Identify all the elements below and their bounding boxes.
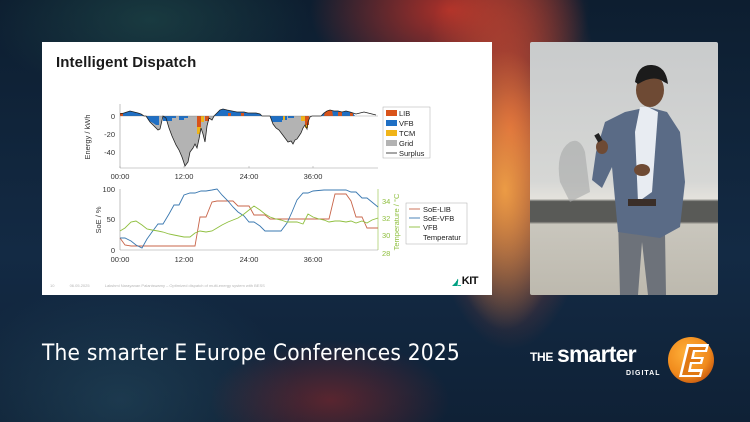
slide-page-number: 10 [50, 283, 55, 288]
energy-chart: 0 -20 -40 Energy / kWh 00:00 12:00 24:00… [83, 104, 431, 181]
svg-text:-20: -20 [104, 130, 115, 139]
svg-text:LIB: LIB [399, 109, 410, 118]
svg-text:TCM: TCM [399, 129, 415, 138]
svg-text:Energy / kWh: Energy / kWh [83, 114, 92, 159]
charts-canvas: 0 -20 -40 Energy / kWh 00:00 12:00 24:00… [83, 104, 468, 264]
soe-chart: 100 50 0 SoE / % 34 32 30 28 Temperature… [94, 185, 468, 264]
kit-logo-text: KIT [461, 275, 479, 287]
svg-text:Temperature / °C: Temperature / °C [392, 193, 401, 250]
svg-text:100: 100 [102, 185, 115, 194]
slide-date: 06.05.2025 [69, 283, 90, 288]
svg-text:34: 34 [382, 197, 390, 206]
smarter-e-icon [668, 337, 714, 383]
brand-digital-text: DIGITAL [626, 370, 661, 377]
slide-title: Intelligent Dispatch [56, 54, 197, 71]
soe-legend: SoE-LIB SoE-VFB VFB Temperatur [405, 202, 468, 245]
svg-text:12:00: 12:00 [175, 172, 194, 181]
svg-text:50: 50 [107, 215, 115, 224]
slide-presenter-topic: Lakshmi Narayanan Palaniswamy – Optimize… [104, 283, 265, 288]
brand-the-text: THE [530, 350, 554, 364]
svg-text:VFB: VFB [423, 223, 438, 232]
svg-text:00:00: 00:00 [111, 255, 130, 264]
brand-smarter-text: smarter [557, 341, 637, 367]
presentation-slide: Intelligent Dispatch [42, 42, 492, 295]
presenter-figure [558, 64, 685, 295]
svg-text:VFB: VFB [399, 119, 414, 128]
kit-logo-icon [451, 278, 461, 286]
svg-text:SoE / %: SoE / % [94, 206, 103, 233]
svg-text:Grid: Grid [399, 139, 413, 148]
kit-logo: KIT [451, 275, 479, 287]
svg-text:24:00: 24:00 [240, 172, 259, 181]
svg-text:28: 28 [382, 249, 390, 258]
svg-text:30: 30 [382, 231, 390, 240]
svg-text:SoE-VFB: SoE-VFB [423, 214, 454, 223]
svg-text:32: 32 [382, 214, 390, 223]
svg-text:36:00: 36:00 [304, 255, 323, 264]
svg-text:36:00: 36:00 [304, 172, 323, 181]
svg-text:00:00: 00:00 [111, 172, 130, 181]
svg-text:-40: -40 [104, 148, 115, 157]
slide-footer: 10 06.05.2025 Lakshmi Narayanan Palanisw… [50, 283, 279, 288]
svg-text:0: 0 [111, 112, 115, 121]
svg-text:12:00: 12:00 [175, 255, 194, 264]
svg-text:Surplus: Surplus [399, 149, 425, 158]
speaker-video [530, 42, 718, 295]
the-smarter-e-logo: THE smarter DIGITAL [530, 333, 720, 385]
svg-text:SoE-LIB: SoE-LIB [423, 205, 451, 214]
svg-text:24:00: 24:00 [240, 255, 259, 264]
energy-legend: LIB VFB TCM Grid Surplus [382, 106, 431, 159]
svg-text:0: 0 [111, 246, 115, 255]
svg-text:Temperatur: Temperatur [423, 233, 461, 242]
conference-title: The smarter E Europe Conferences 2025 [42, 341, 460, 366]
